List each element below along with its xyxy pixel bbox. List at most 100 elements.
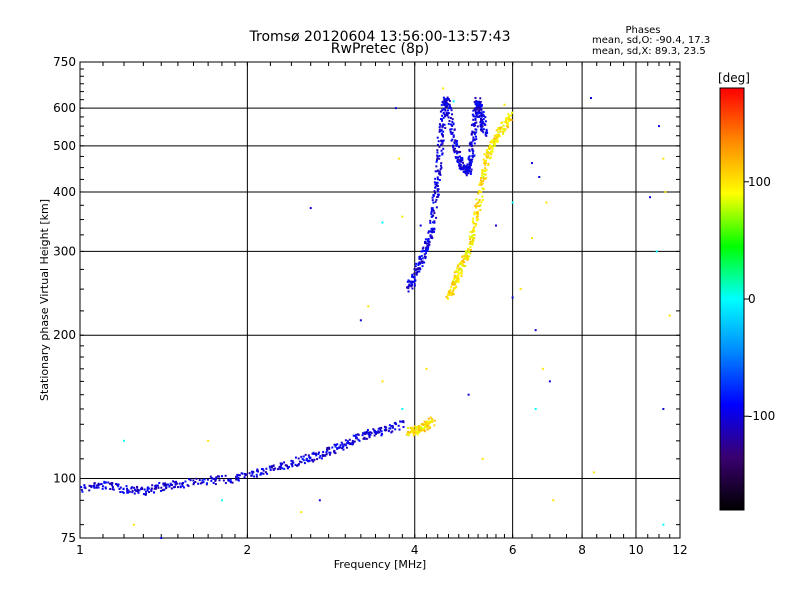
- data-point: [482, 175, 485, 178]
- data-point: [485, 134, 488, 137]
- data-point: [90, 485, 93, 488]
- data-point: [471, 238, 474, 241]
- data-point: [479, 114, 482, 117]
- data-point: [117, 485, 120, 488]
- data-point: [383, 425, 386, 428]
- data-point: [423, 253, 426, 256]
- data-point: [491, 147, 494, 150]
- data-point: [451, 131, 454, 134]
- data-point: [436, 196, 439, 199]
- data-point: [479, 100, 482, 103]
- data-point: [378, 431, 381, 434]
- data-point: [434, 200, 437, 203]
- data-point: [379, 429, 382, 432]
- data-point: [498, 135, 501, 138]
- data-point: [480, 181, 483, 184]
- data-point: [439, 168, 442, 171]
- data-point: [363, 433, 366, 436]
- data-point: [496, 139, 499, 142]
- data-point: [131, 491, 134, 494]
- data-point: [405, 286, 408, 289]
- data-point: [503, 127, 506, 130]
- data-point: [174, 483, 177, 486]
- data-point: [81, 490, 84, 493]
- data-point: [453, 277, 456, 280]
- data-point: [409, 426, 412, 429]
- data-point: [446, 109, 449, 112]
- data-point: [109, 488, 112, 491]
- data-point: [428, 243, 431, 246]
- data-point: [472, 234, 475, 237]
- data-point: [95, 486, 98, 489]
- data-point: [469, 252, 472, 255]
- data-point: [83, 484, 86, 487]
- data-point: [493, 139, 496, 142]
- data-point: [400, 420, 403, 423]
- data-point: [325, 448, 328, 451]
- data-point: [469, 141, 472, 144]
- data-point: [150, 487, 153, 490]
- data-point: [355, 433, 358, 436]
- data-point: [479, 108, 482, 111]
- data-point: [466, 251, 469, 254]
- data-point: [337, 447, 340, 450]
- data-point: [394, 428, 397, 431]
- data-point: [367, 431, 370, 434]
- data-point: [452, 282, 455, 285]
- data-point: [408, 283, 411, 286]
- data-point: [473, 213, 476, 216]
- data-point: [421, 247, 424, 250]
- data-point: [276, 468, 279, 471]
- data-point: [454, 275, 457, 278]
- data-point: [397, 424, 400, 427]
- data-point: [308, 456, 311, 459]
- data-point: [261, 468, 264, 471]
- data-point: [284, 464, 287, 467]
- data-point: [381, 221, 384, 224]
- data-point: [313, 458, 316, 461]
- data-point: [97, 482, 100, 485]
- data-point: [359, 319, 362, 322]
- data-point: [448, 119, 451, 122]
- data-point: [136, 488, 139, 491]
- data-point: [181, 485, 184, 488]
- data-point: [420, 250, 423, 253]
- data-point: [244, 473, 247, 476]
- x-tick-label: 8: [578, 543, 586, 557]
- data-point: [116, 483, 119, 486]
- data-point: [655, 250, 658, 253]
- data-point: [467, 257, 470, 260]
- data-point: [461, 255, 464, 258]
- data-point: [427, 246, 430, 249]
- data-point: [272, 464, 275, 467]
- data-point: [283, 467, 286, 470]
- data-point: [430, 211, 433, 214]
- data-point: [416, 430, 419, 433]
- data-point: [411, 287, 414, 290]
- data-point: [313, 452, 316, 455]
- data-point: [394, 421, 397, 424]
- data-point: [449, 128, 452, 131]
- data-point: [406, 427, 409, 430]
- data-point: [489, 146, 492, 149]
- data-point: [497, 127, 500, 130]
- data-point: [470, 168, 473, 171]
- data-point: [419, 426, 422, 429]
- data-point: [486, 152, 489, 155]
- data-point: [447, 107, 450, 110]
- data-point: [413, 284, 416, 287]
- data-point: [341, 447, 344, 450]
- data-point: [476, 219, 479, 222]
- data-point: [472, 139, 475, 142]
- data-point: [237, 474, 240, 477]
- data-point: [127, 489, 130, 492]
- data-point: [302, 459, 305, 462]
- data-point: [268, 465, 271, 468]
- data-point: [478, 100, 481, 103]
- data-point: [464, 256, 467, 259]
- data-point: [478, 190, 481, 193]
- data-point: [479, 97, 482, 100]
- data-point: [428, 240, 431, 243]
- data-point: [460, 269, 463, 272]
